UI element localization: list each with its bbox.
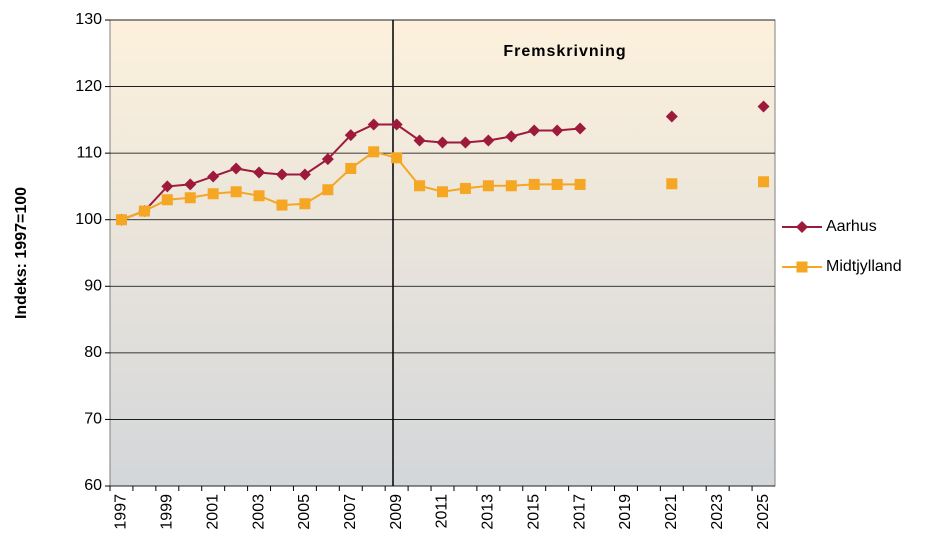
point [276,199,288,211]
point [436,136,449,149]
point [299,198,311,210]
point [390,118,403,131]
legend-label: Aarhus [826,218,877,235]
point [230,162,243,175]
y-tick-label: 90 [84,278,102,295]
point [482,134,495,147]
point [528,178,540,190]
x-tick-label: 2017 [571,494,588,530]
x-tick-label: 2023 [709,494,726,530]
point [184,178,197,191]
x-tick-label: 2007 [342,494,359,530]
point [345,162,357,174]
point [391,152,403,164]
point [368,146,380,158]
point [344,129,357,142]
point [551,178,563,190]
point [298,168,311,181]
point [574,178,586,190]
point [207,170,220,183]
x-tick-label: 2013 [480,494,497,530]
y-tick-label: 130 [75,11,102,28]
point [758,176,770,188]
point [207,188,219,200]
x-tick-label: 2005 [296,494,313,530]
x-tick-label: 2025 [755,494,772,530]
point [459,182,471,194]
point [321,153,334,166]
y-tick-label: 70 [84,411,102,428]
point [482,180,494,192]
y-tick-label: 110 [76,144,102,161]
point [437,186,448,198]
point [138,205,150,217]
y-tick-label: 80 [84,344,102,361]
point [796,221,808,233]
point [322,184,334,196]
x-tick-label: 2019 [617,494,634,530]
annotation: Fremskrivning [503,43,626,60]
point [115,214,127,226]
point [459,136,472,149]
plot-area [109,19,776,487]
x-tick-label: 2015 [525,494,542,530]
point [253,166,266,179]
point [161,194,173,206]
x-tick-label: 1997 [113,494,130,530]
point [161,180,174,193]
legend-label: Midtjylland [826,258,902,275]
point [757,100,770,113]
point [528,124,541,137]
point [275,168,288,181]
x-tick-label: 2003 [250,494,267,530]
x-tick-label: 2011 [434,494,451,529]
y-tick-label: 60 [84,477,102,494]
y-axis-label: Indeks: 1997=100 [13,187,30,319]
x-tick-label: 2001 [204,494,221,530]
y-tick-label: 100 [75,211,102,228]
point [184,192,196,204]
point [414,180,426,192]
point [505,180,517,192]
point [574,122,587,135]
x-tick-label: 2009 [388,494,405,530]
point [230,186,242,198]
x-tick-label: 1999 [159,494,176,530]
point [551,124,564,137]
point [505,130,518,143]
y-tick-label: 120 [75,78,102,95]
point [666,178,678,190]
point [367,118,380,131]
point [796,261,808,273]
point [253,190,265,202]
x-tick-label: 2021 [663,494,680,530]
point [413,134,426,147]
point [665,110,678,123]
